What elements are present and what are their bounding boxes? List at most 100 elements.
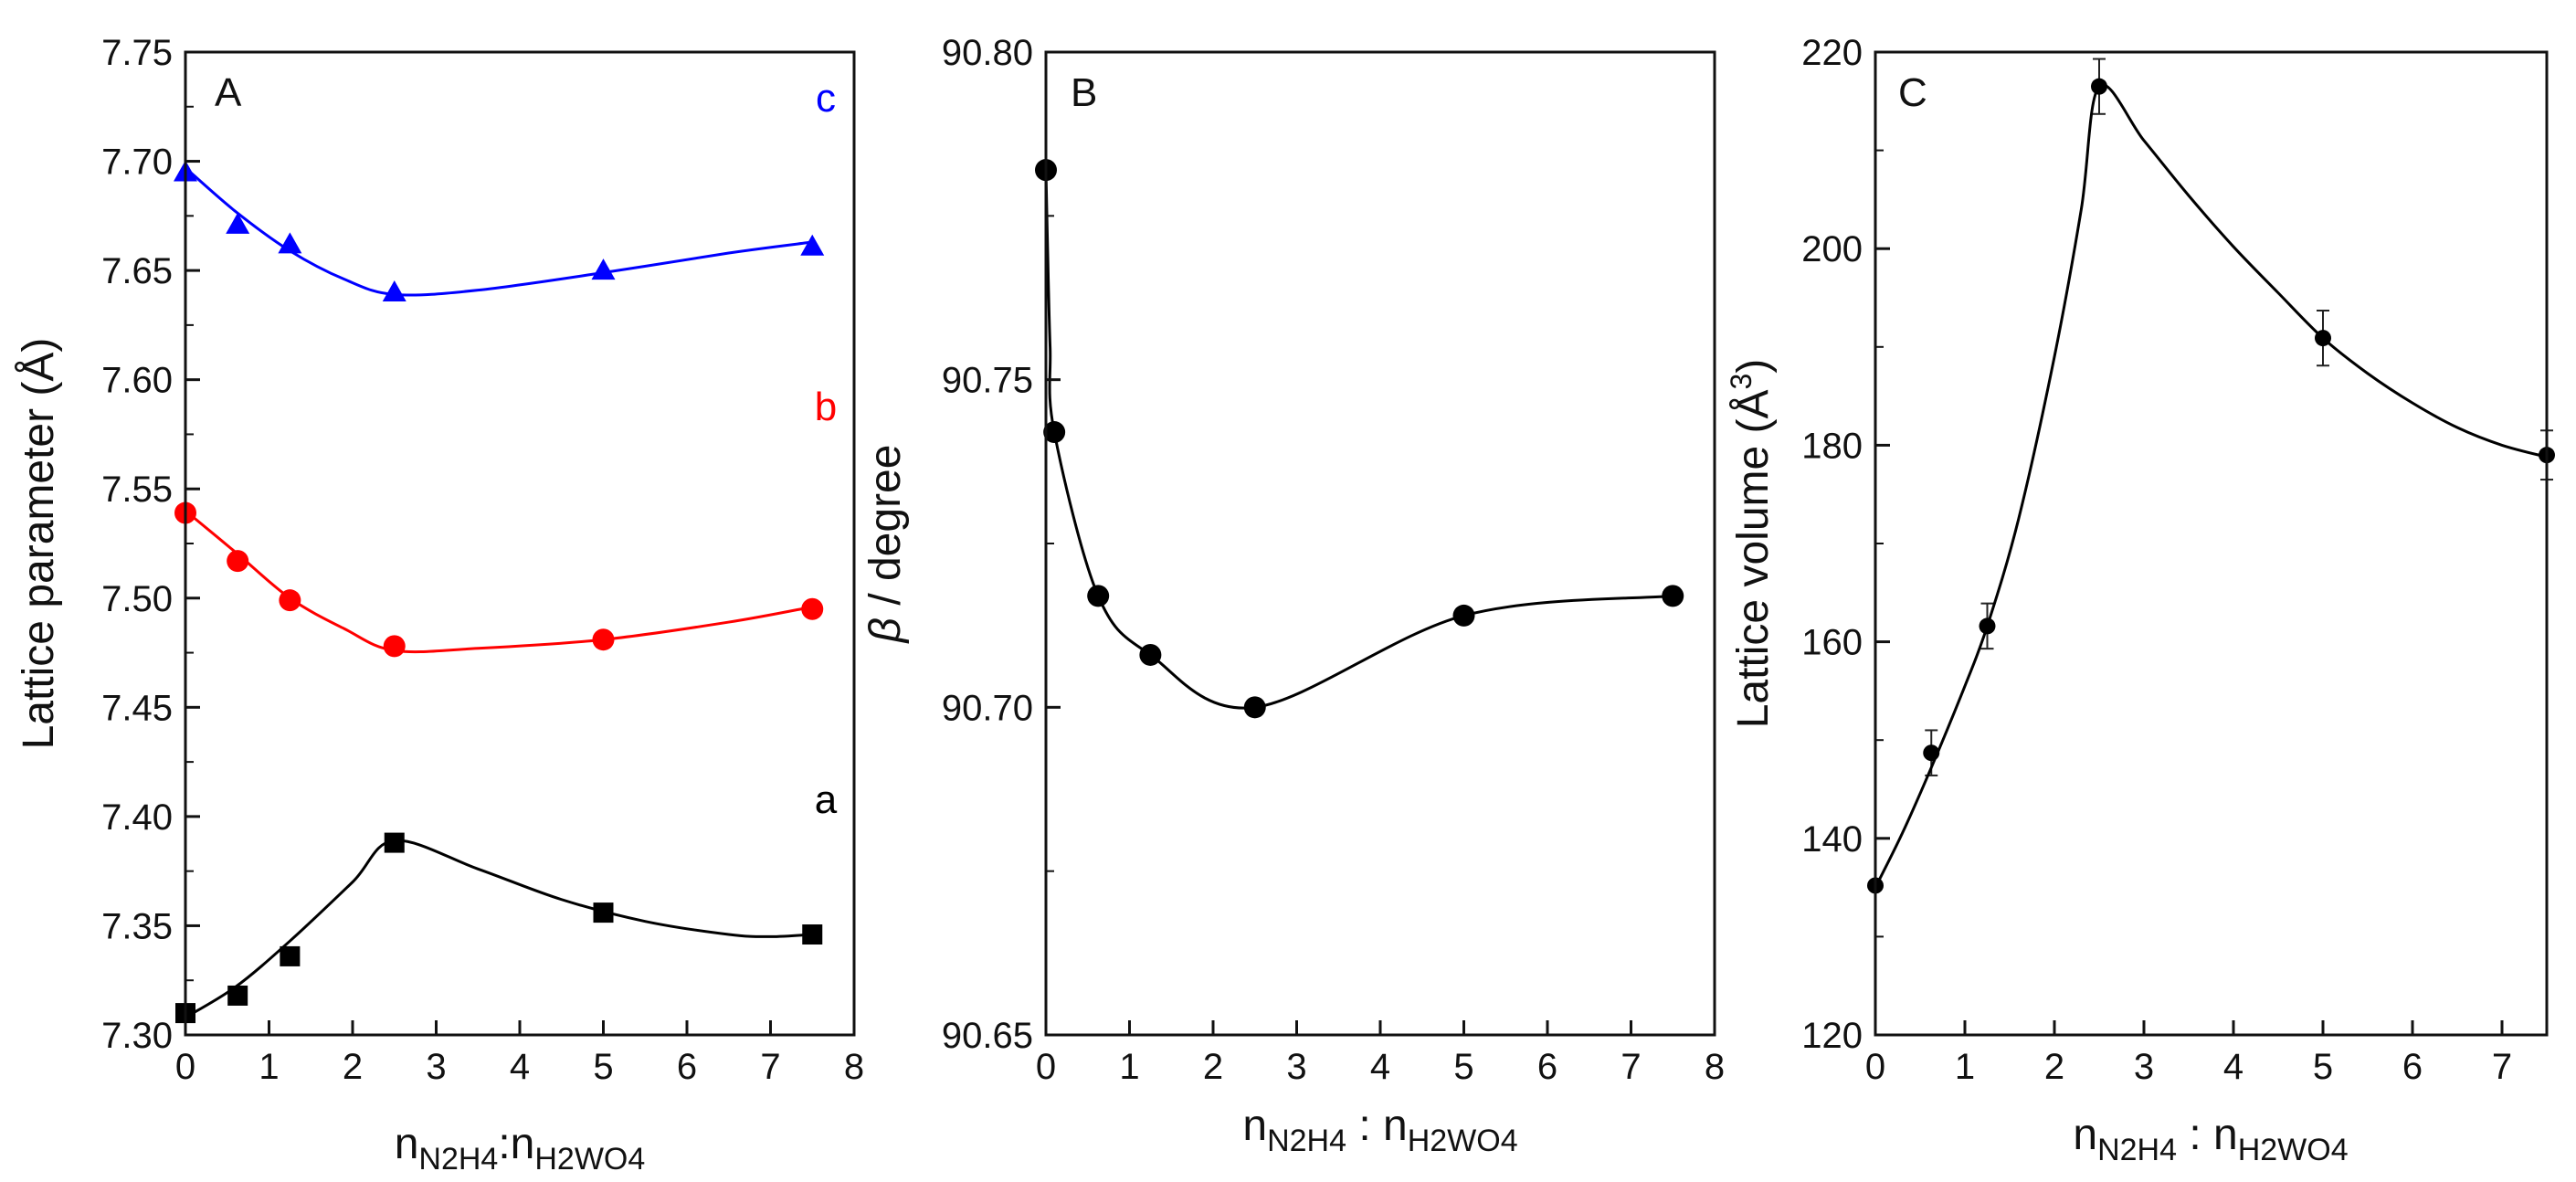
y-tick-label: 7.55 (101, 470, 173, 510)
x-tick-label: 6 (677, 1047, 697, 1087)
data-point-b (383, 635, 406, 658)
panel-b: 0 1 2 3 4 5 6 7 8 90.65 90.70 90.75 90.80 B nN2H4 : … (861, 33, 1725, 1158)
x-tick-label: 3 (426, 1047, 446, 1087)
y-tick-label: 7.40 (101, 797, 173, 838)
series-label-c: c (816, 76, 836, 121)
x-tick-label: 2 (2044, 1047, 2064, 1087)
x-tick-label: 4 (2223, 1047, 2243, 1087)
panel-b-letter: B (1071, 70, 1097, 115)
y-tick-label: 200 (1801, 229, 1863, 269)
y-tick-label: 160 (1801, 623, 1863, 663)
x-tick-label: 1 (259, 1047, 279, 1087)
panel-a-letter: A (215, 70, 242, 115)
panel-c-letter: C (1898, 70, 1927, 115)
y-tick-label: 90.70 (942, 688, 1033, 728)
x-tick-label: 5 (1453, 1047, 1473, 1087)
panel-b-line (1044, 170, 1673, 710)
y-tick-label: 220 (1801, 33, 1863, 73)
x-tick-label: 3 (2134, 1047, 2154, 1087)
x-tick-label: 0 (1036, 1047, 1056, 1087)
y-tick-label: 7.70 (101, 142, 173, 183)
panel-a-fit-curves (185, 166, 813, 1019)
panel-c-y-axis-label: Lattice volume (Å3) (1725, 359, 1778, 729)
panel-a: 0 1 2 3 4 5 6 7 8 7.30 7.35 7.40 7.45 7.50 7.55 7.60 7.6… (15, 33, 864, 1177)
y-tick-label: 140 (1801, 819, 1863, 860)
data-point-a (227, 985, 248, 1006)
panel-c-fit-curve (1874, 83, 2548, 889)
panel-c-error-bars (1925, 58, 2553, 776)
data-point-a (593, 902, 614, 923)
y-tick-label: 7.65 (101, 251, 173, 291)
data-point-beta (1087, 585, 1110, 607)
x-tick-label: 3 (1286, 1047, 1306, 1087)
y-tick-label: 7.35 (101, 906, 173, 946)
fit-curve-beta (1044, 170, 1673, 710)
x-tick-label: 8 (1705, 1047, 1725, 1087)
panel-b-markers (1035, 159, 1684, 719)
data-point-volume (2315, 330, 2331, 347)
data-point-volume (2091, 78, 2107, 95)
y-tick-label: 90.65 (942, 1016, 1033, 1056)
panel-a-markers (174, 160, 825, 1024)
y-tick-label: 7.50 (101, 579, 173, 619)
x-tick-label: 4 (1370, 1047, 1390, 1087)
data-point-b (227, 550, 249, 573)
fit-curve-b (185, 509, 813, 654)
data-point-beta (1243, 696, 1266, 719)
x-tick-label: 0 (175, 1047, 195, 1087)
data-point-a (802, 924, 823, 945)
fit-curve-volume (1874, 83, 2548, 889)
data-point-c (382, 280, 406, 302)
panel-c-x-axis-label: nN2H4 : nH2WO4 (2073, 1111, 2348, 1167)
x-tick-label: 5 (2313, 1047, 2333, 1087)
x-tick-label: 2 (1203, 1047, 1223, 1087)
data-point-beta (1043, 421, 1066, 444)
data-point-volume (1979, 617, 1996, 635)
x-tick-label: 5 (593, 1047, 613, 1087)
data-point-c (226, 212, 250, 234)
x-tick-label: 7 (760, 1047, 780, 1087)
panel-a-x-axis-label: nN2H4:nH2WO4 (395, 1120, 646, 1177)
data-point-b (801, 597, 824, 620)
x-tick-label: 4 (510, 1047, 530, 1087)
x-tick-label: 0 (1865, 1047, 1885, 1087)
x-tick-label: 2 (343, 1047, 363, 1087)
y-tick-label: 90.75 (942, 361, 1033, 401)
x-tick-label: 1 (1119, 1047, 1139, 1087)
data-point-beta (1662, 585, 1684, 607)
x-tick-label: 6 (2402, 1047, 2423, 1087)
data-point-volume (1923, 744, 1940, 762)
panel-c-ticks: 0 1 2 3 4 5 6 7 120 140 160 180 200 220 (1801, 33, 2512, 1087)
panel-c: 0 1 2 3 4 5 6 7 120 140 160 180 200 220 C nN2H4 : nH2… (1725, 33, 2555, 1167)
panel-c-plot-frame (1874, 50, 2549, 1037)
panel-b-plot-frame (1044, 50, 1716, 1037)
y-tick-label: 7.45 (101, 688, 173, 728)
panel-b-x-axis-label: nN2H4 : nH2WO4 (1242, 1102, 1517, 1158)
panel-a-y-axis-label: Lattice parameter (Å) (15, 338, 63, 750)
x-tick-label: 7 (1621, 1047, 1641, 1087)
panel-c-markers (1867, 78, 2555, 894)
panel-b-y-axis-label: β / degree (861, 445, 910, 645)
y-tick-label: 180 (1801, 426, 1863, 466)
x-tick-label: 7 (2492, 1047, 2512, 1087)
y-tick-label: 7.75 (101, 33, 173, 73)
panel-a-ticks: 0 1 2 3 4 5 6 7 8 7.30 7.35 7.40 7.45 7.50 7.55 7.60 7.6… (101, 33, 864, 1087)
fit-curve-a (185, 839, 813, 1019)
panel-a-plot-frame (184, 50, 856, 1037)
data-point-b (279, 589, 301, 612)
data-point-c (591, 259, 616, 280)
data-point-beta (1452, 604, 1475, 627)
y-tick-label: 7.30 (101, 1016, 173, 1056)
x-tick-label: 6 (1537, 1047, 1557, 1087)
data-point-beta (1139, 643, 1162, 666)
series-label-a: a (815, 777, 838, 822)
y-tick-label: 90.80 (942, 33, 1033, 73)
data-point-a (384, 832, 405, 853)
data-point-b (592, 628, 615, 651)
x-tick-label: 1 (1955, 1047, 1975, 1087)
fit-curve-c (185, 166, 813, 297)
y-tick-label: 120 (1801, 1016, 1863, 1056)
data-point-c (278, 232, 302, 254)
x-tick-label: 8 (844, 1047, 864, 1087)
